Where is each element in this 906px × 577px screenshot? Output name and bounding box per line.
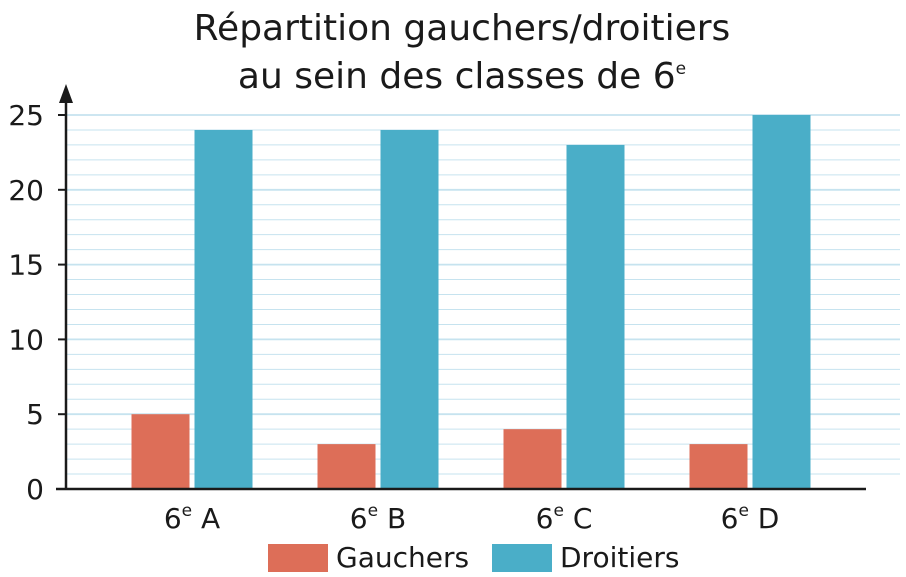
y-tick-labels: 0 5 10 15 20 25 — [8, 99, 66, 506]
bar-droitiers-2 — [380, 129, 439, 489]
y-tick-label: 15 — [8, 249, 44, 282]
x-tick-label: 6e D — [721, 501, 780, 535]
bar-droitiers-1 — [194, 129, 253, 489]
bar-gauchers-3 — [503, 429, 562, 489]
bar-gauchers-4 — [689, 444, 748, 489]
y-axis-arrow — [59, 84, 73, 103]
bar-gauchers-1 — [131, 414, 190, 489]
chart-title: Répartition gauchers/droitiers au sein d… — [194, 8, 731, 97]
y-tick-label: 5 — [26, 398, 44, 431]
bar-gauchers-2 — [317, 444, 376, 489]
x-tick-label: 6e B — [350, 501, 406, 535]
x-tick-labels: 6e A 6e B 6e C 6e D — [164, 501, 780, 535]
axes — [56, 84, 866, 491]
x-tick-label: 6e A — [164, 501, 220, 535]
legend-swatch-droitiers — [492, 544, 552, 572]
bar-droitiers-3 — [566, 144, 625, 490]
legend: Gauchers Droitiers — [268, 541, 679, 574]
chart-title-line-2-sup: e — [676, 59, 686, 79]
y-tick-label: 10 — [8, 323, 44, 356]
chart-title-line-2: au sein des classes de 6e — [238, 56, 686, 97]
bars — [131, 115, 811, 490]
legend-swatch-gauchers — [268, 544, 328, 572]
y-tick-label: 20 — [8, 174, 44, 207]
legend-label-gauchers: Gauchers — [336, 541, 469, 574]
chart-title-line-2-main: au sein des classes de 6 — [238, 56, 676, 97]
x-tick-label: 6e C — [536, 501, 593, 535]
y-tick-label: 25 — [8, 99, 44, 132]
bar-droitiers-4 — [752, 115, 811, 489]
chart-title-line-1: Répartition gauchers/droitiers — [194, 8, 731, 49]
y-tick-label: 0 — [26, 473, 44, 506]
legend-label-droitiers: Droitiers — [560, 541, 679, 574]
